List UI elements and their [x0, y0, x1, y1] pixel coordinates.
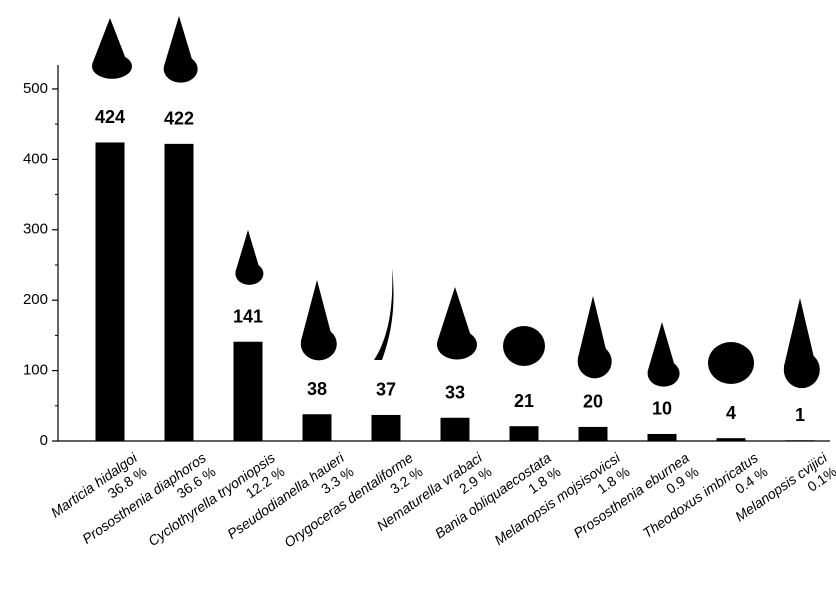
shell-aperture	[235, 262, 264, 285]
bar	[371, 414, 401, 441]
y-tick-label: 300	[23, 221, 48, 238]
value-label: 424	[95, 107, 125, 127]
bar	[164, 143, 194, 441]
value-label: 4	[726, 403, 736, 423]
value-label: 422	[164, 109, 194, 129]
shell-aperture	[163, 55, 198, 83]
x-tick-label: Melanopsis mojsisovicsi	[491, 449, 623, 548]
y-tick-label: 400	[23, 150, 48, 167]
y-tick-label: 0	[40, 432, 48, 449]
value-label: 38	[307, 379, 327, 399]
shell-icon	[503, 326, 545, 366]
shell-body	[374, 268, 394, 360]
bar	[95, 142, 125, 441]
bar	[716, 438, 746, 441]
value-label: 21	[514, 391, 534, 411]
value-label: 33	[445, 383, 465, 403]
shell-body	[503, 326, 545, 366]
y-tick-label: 100	[23, 362, 48, 379]
shell-icon	[235, 230, 264, 285]
bar	[233, 341, 263, 441]
shell-icon	[783, 298, 820, 389]
shell-icon	[437, 287, 477, 360]
y-tick-label: 500	[23, 80, 48, 97]
value-label: 37	[376, 380, 396, 400]
shell-body	[577, 296, 609, 359]
bar	[578, 426, 608, 441]
shell-icon	[163, 16, 198, 83]
value-label: 10	[652, 399, 672, 419]
y-tick-label: 200	[23, 291, 48, 308]
x-tick-label: Cyclothyrella tryoniopsis	[145, 449, 278, 549]
value-label: 141	[233, 306, 263, 326]
shell-icon	[374, 268, 394, 360]
shell-body	[163, 16, 195, 67]
shell-body	[92, 18, 128, 65]
bar	[785, 440, 815, 441]
shell-icon	[708, 342, 754, 384]
shell-body	[783, 298, 817, 367]
bar	[302, 414, 332, 441]
shell-body	[235, 230, 261, 272]
shell-aperture	[577, 344, 612, 379]
shell-aperture	[437, 329, 477, 360]
shell-icon	[647, 322, 680, 387]
shell-body	[300, 280, 334, 342]
shell-aperture	[300, 327, 337, 361]
shell-body	[437, 287, 473, 343]
bar	[440, 417, 470, 441]
shell-body	[647, 322, 677, 372]
x-tick-label: Orygoceras dentaliforme	[281, 449, 416, 550]
bar	[647, 433, 677, 441]
shell-aperture	[92, 53, 132, 79]
shell-icon	[300, 280, 337, 361]
shell-aperture	[783, 351, 820, 389]
value-label: 1	[795, 405, 805, 425]
shell-body	[708, 342, 754, 384]
bar	[509, 426, 539, 441]
value-label: 20	[583, 392, 603, 412]
x-tick-label: Prososthenia diaphoros	[79, 449, 209, 546]
shell-aperture	[647, 360, 680, 387]
shell-icon	[92, 18, 132, 79]
shell-icon	[577, 296, 612, 379]
